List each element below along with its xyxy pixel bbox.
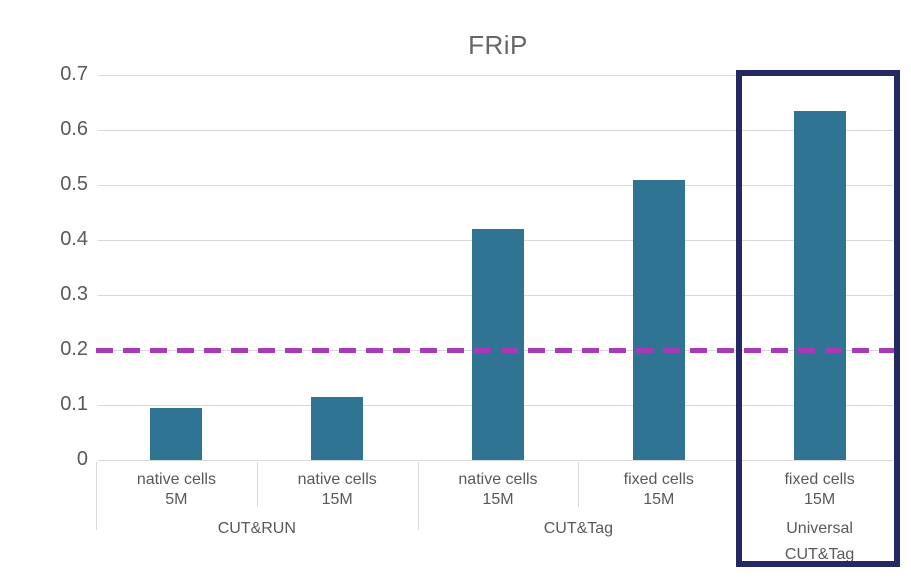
group-label-line: CUT&Tag: [543, 520, 614, 537]
y-axis-tick-label: 0.5: [60, 173, 88, 195]
gridline-0.7: [98, 75, 893, 76]
gridline-0.6: [98, 130, 893, 131]
category-label-4: fixed cells 15M: [578, 470, 739, 510]
category-name-line: native cells: [297, 471, 377, 488]
chart-title: FRiP: [468, 30, 528, 60]
group-label-line: Universal: [786, 520, 853, 537]
bar-4: [632, 179, 685, 460]
y-axis-tick-label: 0.2: [60, 338, 88, 360]
bar-3: [472, 229, 524, 460]
category-label-2: native cells 15M: [257, 470, 418, 510]
y-axis-tick-label: 0.3: [60, 283, 88, 305]
gridline-0: [98, 460, 893, 461]
category-depth-line: 15M: [643, 491, 675, 508]
category-name-line: native cells: [458, 471, 538, 488]
category-depth-line: 15M: [804, 491, 836, 508]
category-label-1: native cells 5M: [96, 470, 257, 510]
group-label-line: CUT&Tag: [784, 546, 855, 563]
category-label-5: fixed cells 15M: [739, 470, 900, 510]
axis-separator-category: [256, 462, 258, 507]
group-label-2: CUT&Tag: [418, 516, 740, 542]
group-label-1: CUT&RUN: [96, 516, 418, 542]
group-label-3: Universal CUT&Tag: [739, 516, 900, 568]
bar-1: [150, 407, 203, 460]
category-name-line: native cells: [136, 471, 216, 488]
axis-separator-group: [417, 462, 419, 530]
bar-2: [311, 396, 364, 460]
y-axis-tick-label: 0.7: [60, 63, 88, 85]
y-axis-tick-label: 0.6: [60, 118, 88, 140]
category-label-3: native cells 15M: [418, 470, 579, 510]
bar-5: [793, 110, 846, 460]
category-depth-line: 15M: [321, 491, 353, 508]
highlight-box-universal-cutandtag: [736, 70, 900, 567]
gridline-0.5: [98, 185, 893, 186]
y-axis-tick-label: 0.4: [60, 228, 88, 250]
threshold-dashed-line: [96, 348, 897, 353]
category-depth-line: 15M: [482, 491, 514, 508]
category-depth-line: 5M: [165, 491, 188, 508]
y-axis-tick-label: 0: [76, 448, 88, 470]
axis-separator-category: [578, 462, 580, 507]
category-name-line: fixed cells: [623, 471, 694, 488]
category-name-line: fixed cells: [784, 471, 855, 488]
group-label-line: CUT&RUN: [217, 520, 296, 537]
y-axis-tick-label: 0.1: [60, 393, 88, 415]
axis-separator-left: [96, 462, 97, 530]
